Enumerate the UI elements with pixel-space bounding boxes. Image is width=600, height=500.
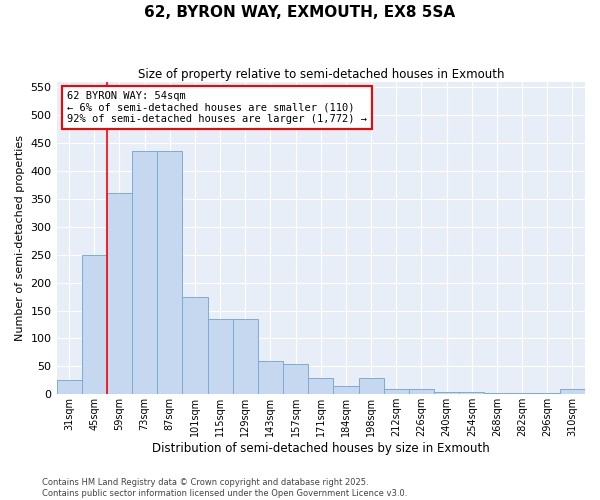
Bar: [535, 393, 560, 394]
Bar: [409, 388, 434, 394]
Bar: [560, 388, 585, 394]
Text: Contains HM Land Registry data © Crown copyright and database right 2025.
Contai: Contains HM Land Registry data © Crown c…: [42, 478, 407, 498]
Bar: [308, 378, 334, 394]
Bar: [258, 361, 283, 394]
Bar: [484, 393, 509, 394]
Bar: [132, 152, 157, 394]
Bar: [359, 378, 383, 394]
Bar: [459, 392, 484, 394]
Bar: [107, 194, 132, 394]
Title: Size of property relative to semi-detached houses in Exmouth: Size of property relative to semi-detach…: [137, 68, 504, 80]
Bar: [56, 380, 82, 394]
Bar: [208, 319, 233, 394]
Bar: [434, 392, 459, 394]
Bar: [383, 388, 409, 394]
Bar: [82, 254, 107, 394]
Bar: [233, 319, 258, 394]
X-axis label: Distribution of semi-detached houses by size in Exmouth: Distribution of semi-detached houses by …: [152, 442, 490, 455]
Y-axis label: Number of semi-detached properties: Number of semi-detached properties: [15, 135, 25, 341]
Bar: [157, 152, 182, 394]
Text: 62, BYRON WAY, EXMOUTH, EX8 5SA: 62, BYRON WAY, EXMOUTH, EX8 5SA: [145, 5, 455, 20]
Bar: [182, 296, 208, 394]
Bar: [283, 364, 308, 394]
Bar: [334, 386, 359, 394]
Bar: [509, 393, 535, 394]
Text: 62 BYRON WAY: 54sqm
← 6% of semi-detached houses are smaller (110)
92% of semi-d: 62 BYRON WAY: 54sqm ← 6% of semi-detache…: [67, 91, 367, 124]
